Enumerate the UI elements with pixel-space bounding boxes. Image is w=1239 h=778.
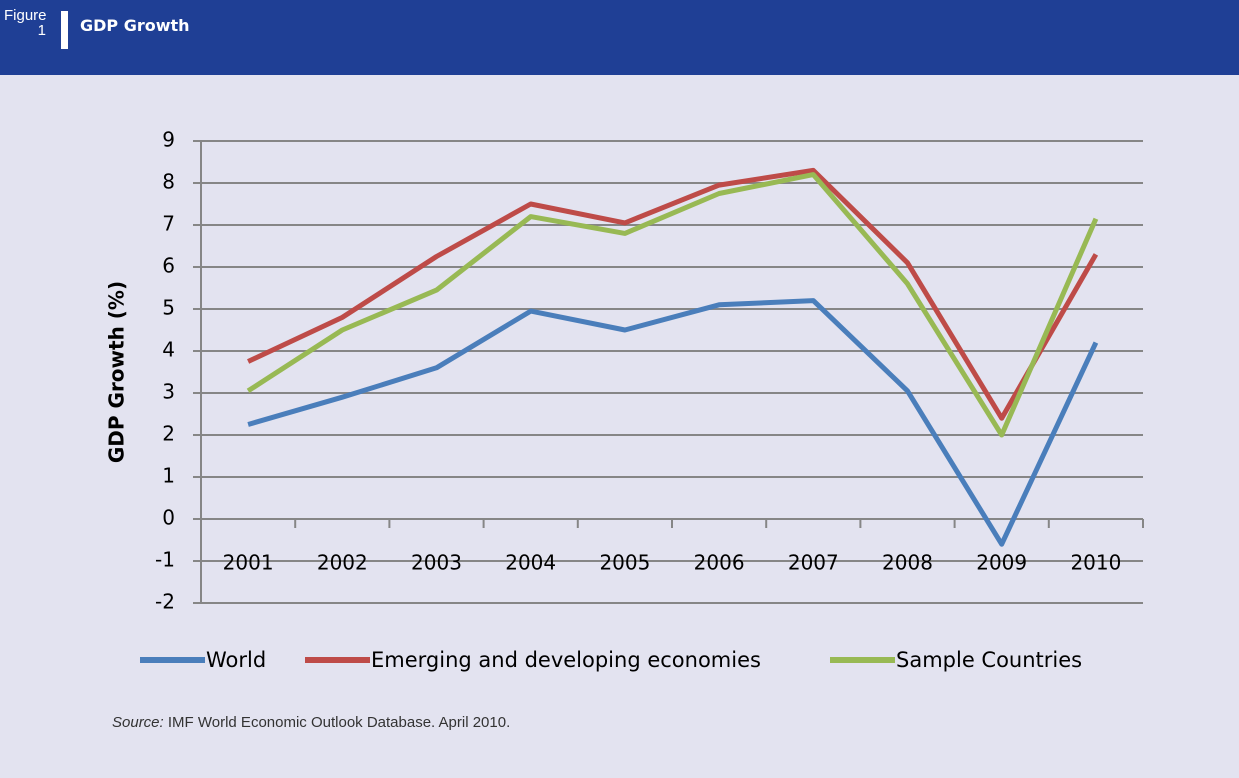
y-tick-label: 4 bbox=[162, 338, 175, 362]
y-tick-label: 6 bbox=[162, 254, 175, 278]
series-line bbox=[247, 298, 1099, 547]
figure-number: 1 bbox=[37, 22, 46, 39]
series-line bbox=[247, 167, 1099, 421]
figure-label: Figure 1 bbox=[4, 7, 47, 39]
y-tick-label: -2 bbox=[155, 590, 175, 614]
y-tick-label: -1 bbox=[155, 548, 175, 572]
x-tick-label: 2007 bbox=[788, 551, 839, 575]
x-tick-label: 2002 bbox=[317, 551, 368, 575]
y-tick-label: 5 bbox=[162, 296, 175, 320]
x-tick-label: 2004 bbox=[505, 551, 556, 575]
y-tick-label: 9 bbox=[162, 128, 175, 152]
y-axis-label: GDP Growth (%) bbox=[105, 281, 129, 463]
x-tick-label: 2001 bbox=[223, 551, 274, 575]
x-tick-label: 2006 bbox=[694, 551, 745, 575]
y-tick-label: 1 bbox=[162, 464, 175, 488]
x-tick-label: 2008 bbox=[882, 551, 933, 575]
legend-label: Sample Countries bbox=[896, 648, 1082, 672]
y-tick-label: 8 bbox=[162, 170, 175, 194]
chart: GDP Growth (%) -2 -1 0 1 2 3 4 5 6 7 8 9 2001 2002 200… bbox=[105, 128, 1144, 672]
legend-label: World bbox=[206, 648, 266, 672]
x-tick-label: 2005 bbox=[599, 551, 650, 575]
x-tick-label: 2009 bbox=[976, 551, 1027, 575]
y-tick-label: 3 bbox=[162, 380, 175, 404]
source-label: Source: bbox=[112, 714, 164, 731]
y-tick-label: 0 bbox=[162, 506, 175, 530]
legend-label: Emerging and developing economies bbox=[371, 648, 761, 672]
x-tick-label: 2003 bbox=[411, 551, 462, 575]
figure-word: Figure bbox=[4, 7, 47, 24]
x-tick-label: 2010 bbox=[1070, 551, 1121, 575]
header: Figure 1 GDP Growth bbox=[0, 0, 1239, 75]
figure-title: GDP Growth bbox=[80, 16, 190, 35]
y-tick-label: 7 bbox=[162, 212, 175, 236]
header-bar bbox=[61, 11, 68, 49]
source-text: IMF World Economic Outlook Database. Apr… bbox=[167, 714, 511, 731]
series-line bbox=[246, 172, 1099, 438]
source: Source: IMF World Economic Outlook Datab… bbox=[112, 714, 510, 731]
y-tick-label: 2 bbox=[162, 422, 175, 446]
